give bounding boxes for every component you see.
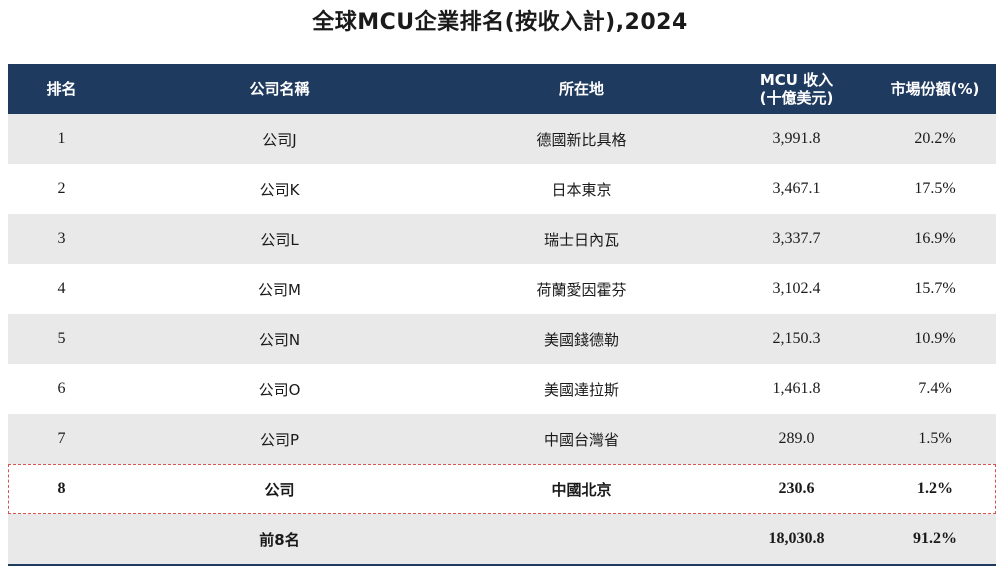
location-cell: 美國錢德勒	[543, 330, 619, 349]
share-cell: 15.7%	[914, 280, 956, 297]
share-cell: 7.4%	[918, 380, 952, 397]
share-cell: 1.2%	[917, 480, 953, 497]
revenue-cell: 3,991.8	[772, 130, 821, 147]
highlighted-row: 8 公司 中國北京 230.6 1.2%	[8, 464, 996, 514]
revenue-cell: 289.0	[778, 430, 815, 447]
total-row: 前8名 18,030.8 91.2%	[8, 514, 996, 566]
location-cell: 中國台灣省	[543, 430, 619, 449]
company-cell: 公司L	[260, 230, 299, 249]
page-title: 全球MCU企業排名(按收入計),2024	[312, 10, 688, 35]
table-row: 7 公司P 中國台灣省 289.0 1.5%	[8, 414, 996, 464]
company-cell: 公司P	[259, 430, 300, 449]
total-label: 前8名	[259, 530, 300, 549]
table-row: 4 公司M 荷蘭愛因霍芬 3,102.4 15.7%	[8, 264, 996, 314]
share-cell: 17.5%	[914, 180, 956, 197]
rank-cell: 7	[57, 430, 66, 447]
location-cell: 美國達拉斯	[543, 380, 619, 399]
share-cell: 1.5%	[918, 430, 952, 447]
location-cell: 荷蘭愛因霍芬	[536, 280, 627, 299]
total-share: 91.2%	[913, 530, 957, 547]
revenue-cell: 3,467.1	[772, 180, 821, 197]
revenue-cell: 3,102.4	[772, 280, 821, 297]
table-header: 排名 公司名稱 所在地 MCU 收入 (十億美元) 市場份額(%)	[8, 64, 996, 114]
company-cell: 公司	[264, 480, 295, 499]
ranking-table: 排名 公司名稱 所在地 MCU 收入 (十億美元) 市場份額(%) 1 公司J …	[8, 64, 996, 566]
rank-cell: 3	[57, 230, 66, 247]
header-revenue-line2: (十億美元)	[759, 89, 834, 107]
rank-cell: 2	[57, 180, 66, 197]
total-revenue: 18,030.8	[768, 530, 825, 547]
header-revenue: MCU 收入 (十億美元)	[719, 71, 874, 107]
location-cell: 德國新比具格	[536, 130, 627, 149]
table-row: 1 公司J 德國新比具格 3,991.8 20.2%	[8, 114, 996, 164]
revenue-cell: 1,461.8	[772, 380, 821, 397]
company-cell: 公司M	[258, 280, 301, 299]
header-company: 公司名稱	[249, 80, 310, 98]
revenue-cell: 230.6	[778, 480, 815, 497]
company-cell: 公司J	[262, 130, 297, 149]
company-cell: 公司O	[258, 380, 301, 399]
rank-cell: 5	[57, 330, 66, 347]
header-revenue-line1: MCU 收入	[759, 71, 834, 89]
share-cell: 10.9%	[914, 330, 956, 347]
header-share: 市場份額(%)	[890, 80, 980, 98]
company-cell: 公司N	[258, 330, 301, 349]
share-cell: 16.9%	[914, 230, 956, 247]
rank-cell: 6	[57, 380, 66, 397]
rank-cell: 1	[57, 130, 66, 147]
share-cell: 20.2%	[914, 130, 956, 147]
table-row: 2 公司K 日本東京 3,467.1 17.5%	[8, 164, 996, 214]
table-row: 5 公司N 美國錢德勒 2,150.3 10.9%	[8, 314, 996, 364]
header-rank: 排名	[46, 80, 77, 98]
location-cell: 日本東京	[551, 180, 612, 199]
location-cell: 中國北京	[551, 480, 612, 499]
rank-cell: 8	[57, 480, 66, 497]
revenue-cell: 2,150.3	[772, 330, 821, 347]
table-row: 6 公司O 美國達拉斯 1,461.8 7.4%	[8, 364, 996, 414]
header-location: 所在地	[558, 80, 604, 98]
location-cell: 瑞士日內瓦	[543, 230, 619, 249]
revenue-cell: 3,337.7	[772, 230, 821, 247]
rank-cell: 4	[57, 280, 66, 297]
company-cell: 公司K	[259, 180, 300, 199]
table-row: 3 公司L 瑞士日內瓦 3,337.7 16.9%	[8, 214, 996, 264]
